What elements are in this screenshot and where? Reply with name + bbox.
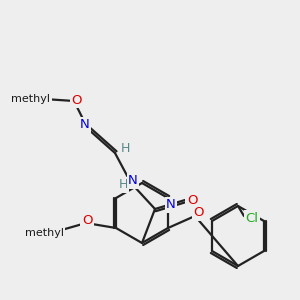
Text: methyl: methyl — [11, 94, 50, 104]
Text: O: O — [187, 194, 197, 206]
Text: methyl: methyl — [25, 228, 64, 238]
Text: N: N — [80, 118, 90, 131]
Text: H: H — [120, 142, 130, 155]
Text: N: N — [166, 199, 176, 212]
Text: O: O — [194, 206, 204, 220]
Text: H: H — [118, 178, 128, 191]
Text: O: O — [82, 214, 92, 227]
Text: O: O — [72, 94, 82, 106]
Text: Cl: Cl — [245, 212, 259, 224]
Text: N: N — [128, 175, 138, 188]
